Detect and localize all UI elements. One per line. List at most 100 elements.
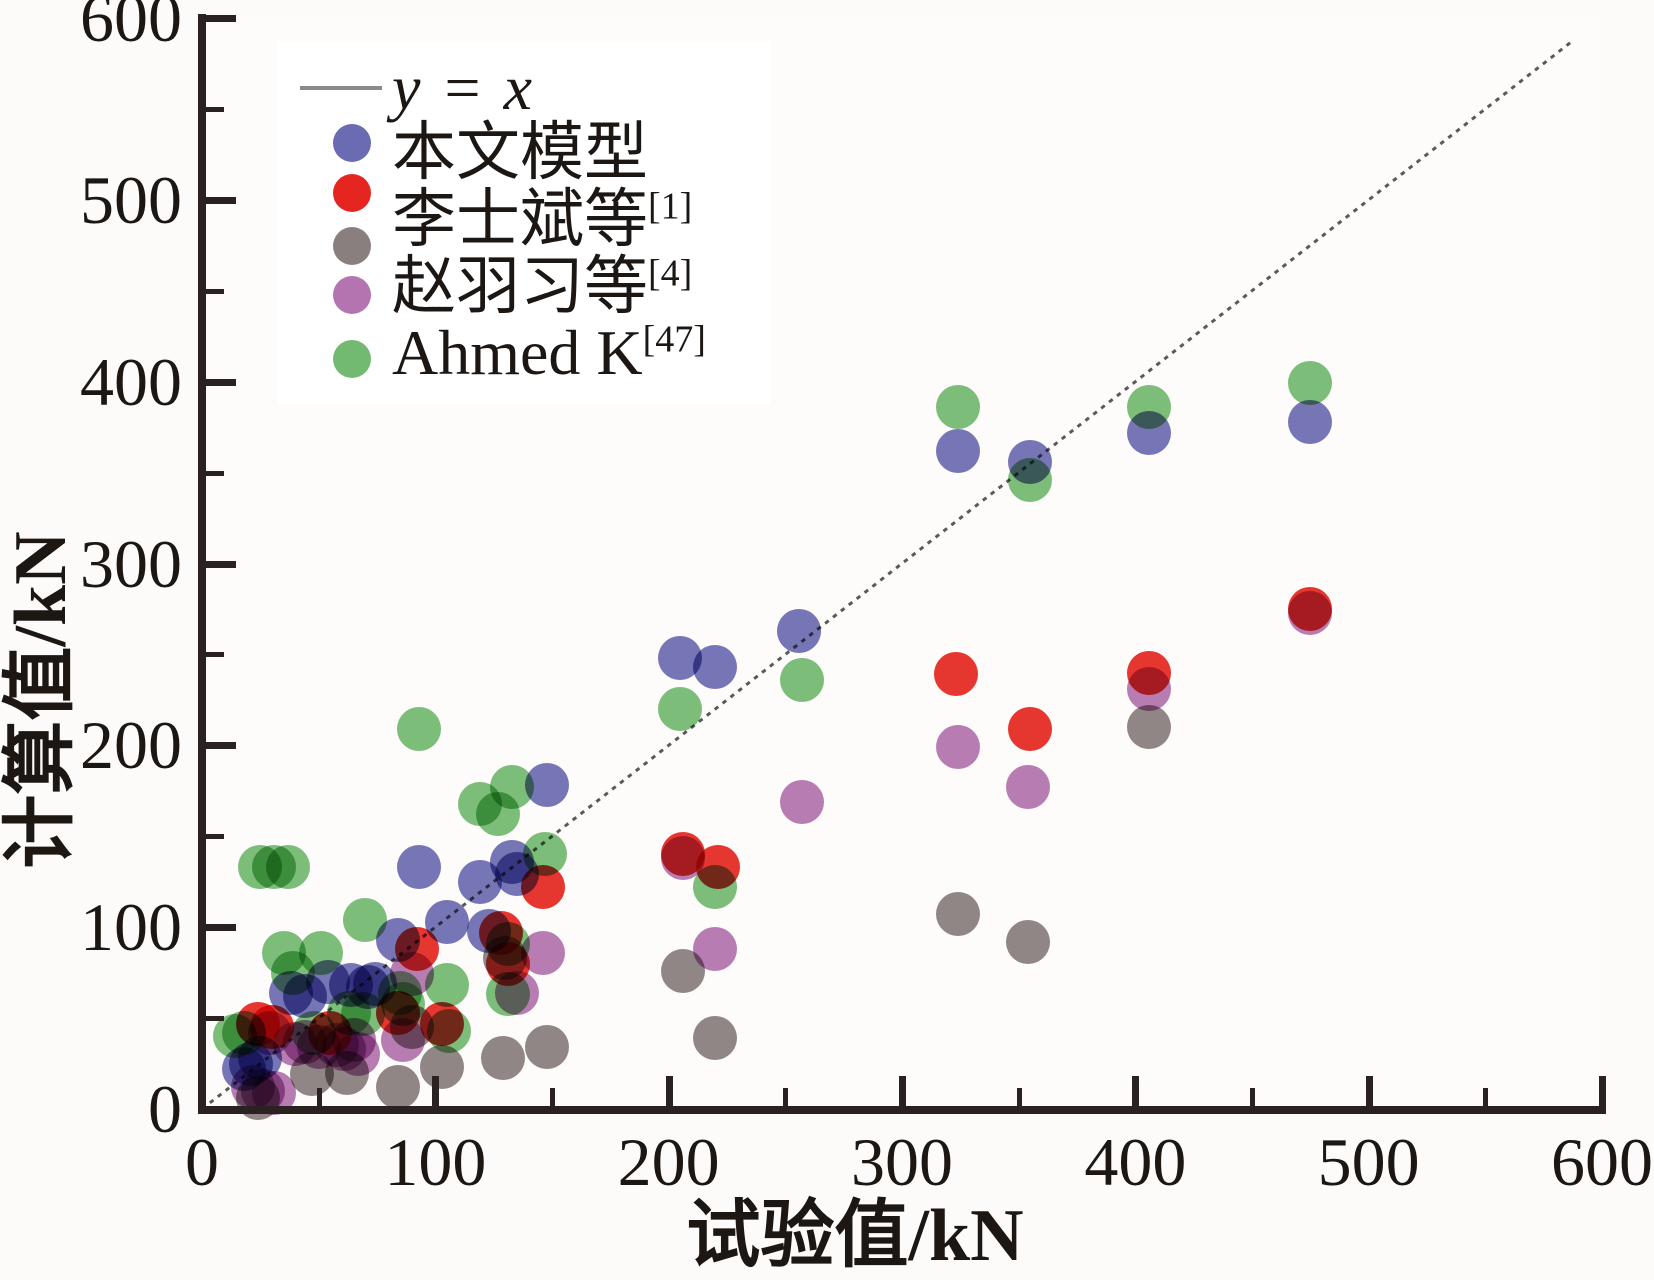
data-point-series3 [523, 832, 567, 877]
y-major-tick [206, 196, 236, 204]
legend-dot-gray [333, 227, 371, 265]
y-tick-label-600: 600 [80, 0, 182, 56]
legend-label-1: 李士斌等[1] [392, 184, 693, 255]
data-point-series2 [1006, 765, 1050, 810]
data-point-series3 [266, 845, 311, 890]
y-tick-label-300: 300 [80, 525, 182, 602]
data-point-series3 [299, 930, 343, 975]
data-point-series0 [777, 608, 822, 653]
legend-label-2: 赵羽习等[4] [392, 251, 693, 322]
legend-label-y-equals-x: y = x [392, 52, 534, 123]
data-point-gray [420, 1045, 465, 1090]
data-point-series3 [1288, 361, 1333, 406]
x-minor-tick [1016, 1088, 1022, 1106]
data-point-series2 [936, 725, 980, 770]
data-point-series3 [936, 385, 980, 430]
y-major-tick [206, 924, 236, 932]
data-point-gray [693, 1016, 738, 1061]
x-major-tick [1599, 1076, 1606, 1106]
y-axis-title: 计算值/kN [0, 531, 83, 869]
x-minor-tick [316, 1088, 322, 1106]
legend-dot-green [333, 340, 371, 378]
y-minor-tick [206, 288, 224, 294]
data-point-series3 [341, 992, 385, 1037]
data-point-gray [525, 1025, 570, 1070]
data-point-series3 [397, 706, 441, 751]
x-tick-label-500: 500 [1317, 1124, 1420, 1200]
x-minor-tick [1250, 1088, 1255, 1106]
legend-dot-orchid [333, 276, 371, 314]
y-minor-tick [206, 652, 224, 658]
y-minor-tick [206, 470, 224, 476]
data-point-series3 [343, 897, 388, 942]
data-point-series3 [658, 686, 703, 731]
data-point-series0 [1288, 399, 1333, 444]
y-minor-tick [206, 106, 224, 112]
y-major-tick [206, 560, 236, 568]
data-point-gray [483, 936, 528, 981]
data-point-gray [936, 892, 980, 937]
x-minor-tick [1483, 1088, 1489, 1106]
data-point-gray [1127, 705, 1172, 750]
data-point-series3 [1127, 385, 1172, 430]
x-minor-tick [783, 1088, 789, 1106]
x-tick-label-400: 400 [1084, 1124, 1187, 1200]
x-tick-label-200: 200 [617, 1124, 720, 1200]
legend-label-3: Ahmed K[47] [392, 317, 706, 388]
x-axis-title: 试验值/kN [686, 1195, 1024, 1277]
y-tick-label-400: 400 [80, 343, 182, 420]
data-point-series0 [693, 645, 738, 690]
y-tick-label-0: 0 [148, 1071, 182, 1147]
data-point-series0 [936, 428, 980, 473]
data-point-series1 [933, 652, 978, 697]
y-major-tick [206, 378, 236, 386]
data-point-gray [324, 1050, 369, 1095]
y-minor-tick [206, 1016, 224, 1022]
legend-label-ref-2: [4] [648, 252, 693, 295]
legend-label-0: 本文模型 [392, 117, 648, 188]
x-major-tick [432, 1076, 440, 1106]
y-minor-tick [206, 834, 224, 840]
data-point-series2 [779, 779, 824, 824]
legend: y = x 本文模型 李士斌等[1] 赵羽习等[4] Ahmed K[47] [278, 42, 770, 404]
x-tick-label-0: 0 [185, 1124, 219, 1200]
x-major-tick [199, 1076, 206, 1106]
data-point-gray [660, 948, 705, 993]
y-tick-label-100: 100 [80, 889, 182, 966]
y-major-tick [206, 742, 236, 750]
data-point-series3 [779, 657, 824, 702]
y-axis-spine [198, 14, 206, 1114]
data-point-gray [376, 1065, 420, 1110]
x-major-tick [899, 1076, 906, 1106]
data-point-series2 [1127, 666, 1172, 711]
x-tick-label-100: 100 [384, 1124, 487, 1200]
legend-dot-red [333, 174, 371, 212]
data-point-series1 [1008, 706, 1053, 751]
y-tick-label-200: 200 [80, 707, 182, 784]
data-point-series3 [490, 765, 535, 810]
data-point-series0 [397, 845, 441, 890]
x-major-tick [1365, 1076, 1373, 1106]
data-point-series3 [222, 1010, 266, 1055]
y-major-tick [206, 1106, 236, 1113]
data-point-gray [1006, 919, 1050, 964]
y-major-tick [206, 15, 236, 22]
data-point-series2 [1288, 590, 1333, 635]
data-point-gray [481, 1036, 525, 1081]
x-tick-label-300: 300 [851, 1124, 953, 1200]
y-tick-label-500: 500 [80, 161, 182, 238]
legend-label-ref-3: [47] [642, 318, 706, 361]
x-major-tick [1132, 1076, 1140, 1106]
data-point-gray [390, 1005, 434, 1050]
x-tick-label-600: 600 [1551, 1124, 1653, 1200]
x-major-tick [665, 1076, 673, 1106]
x-minor-tick [550, 1088, 555, 1106]
data-point-series3 [693, 865, 738, 910]
data-point-series3 [425, 963, 469, 1008]
legend-dot-blue [333, 124, 371, 162]
legend-label-ref-1: [1] [648, 185, 693, 228]
x-axis-spine [198, 1106, 1606, 1114]
identity-line-legend-marker [300, 86, 382, 90]
data-point-series3 [1008, 457, 1053, 502]
